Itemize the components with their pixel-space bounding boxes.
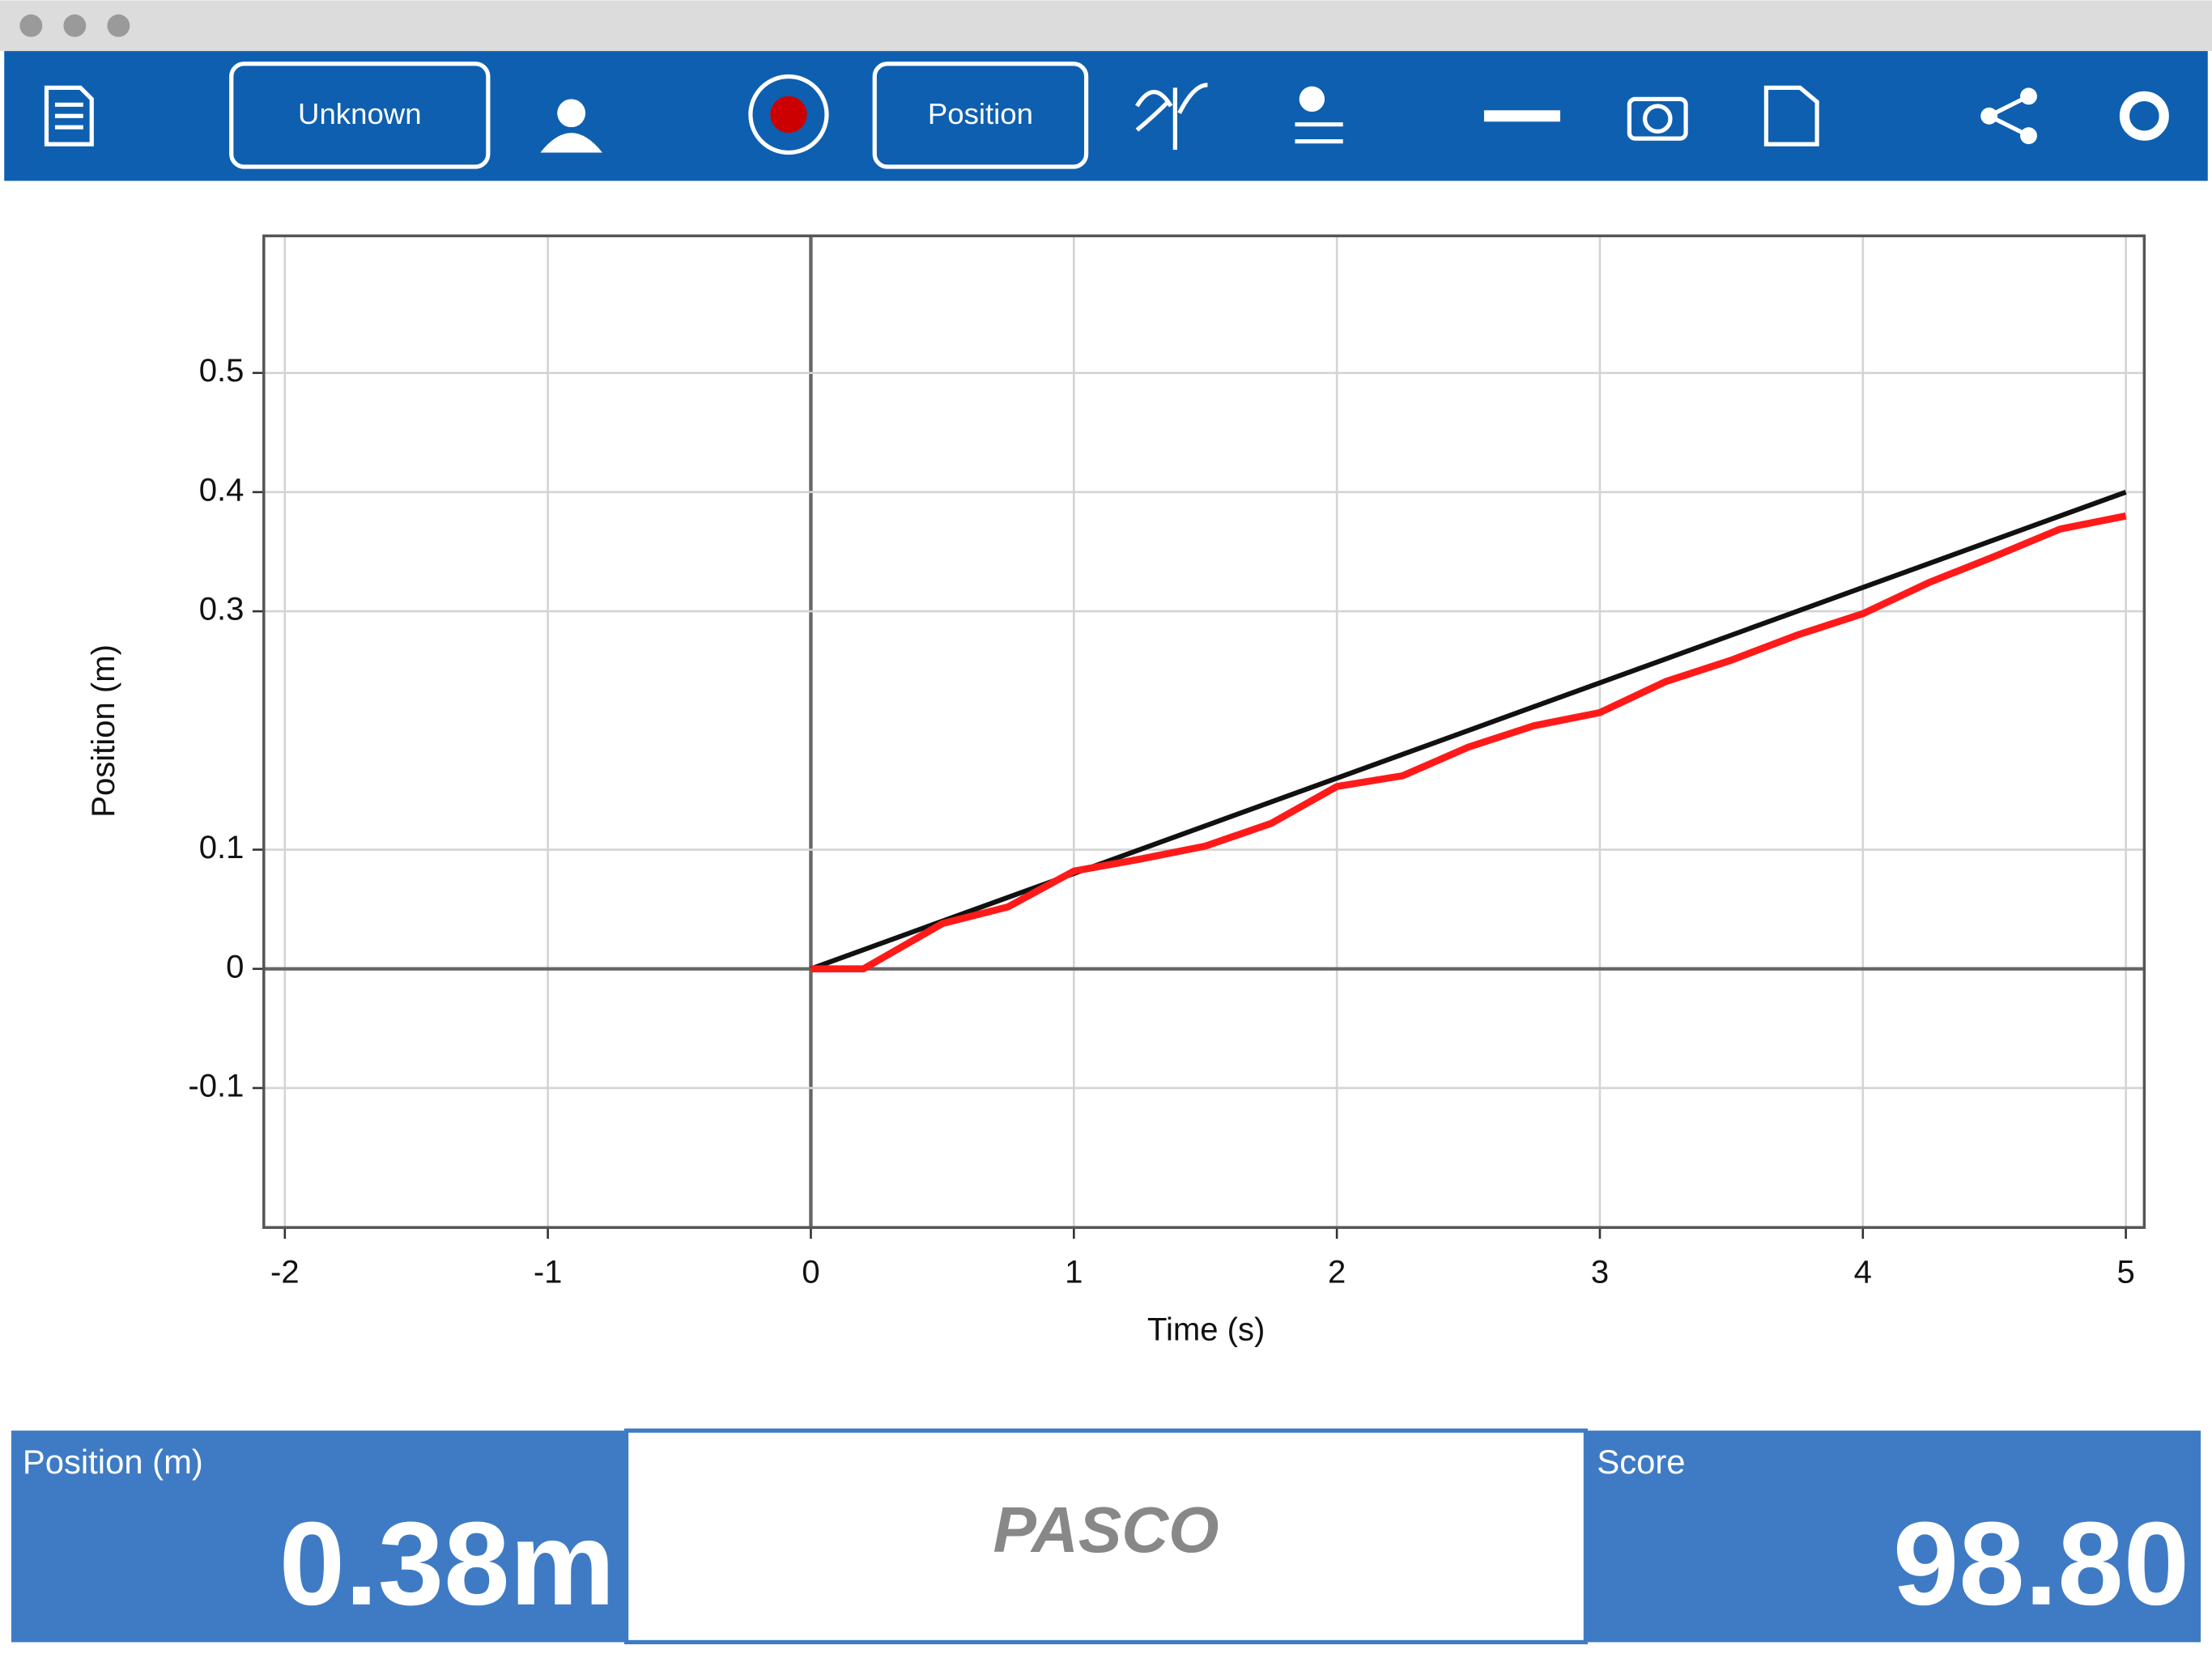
plot-frame [262,234,2146,1229]
share-node [2020,127,2037,145]
x-tick-label: 0 [802,1254,819,1290]
y-tick-label: 0.3 [199,592,245,627]
y-tick-label: -0.1 [188,1069,244,1104]
data-line [810,490,2127,971]
y-tick-label: 0.5 [199,353,245,389]
star-icon [1299,86,1325,113]
x-tick-label: 3 [1591,1254,1609,1290]
logo: PASCO [993,1493,1219,1566]
camera-lens [1642,104,1673,134]
measurement-label: Position [928,97,1033,130]
y-tick-label: 0 [226,949,244,984]
curve-fit-icon[interactable] [1135,83,1208,151]
ranking-icon[interactable] [1295,122,1343,144]
record-ring[interactable] [748,74,829,155]
plot-area [263,236,2145,1228]
journal-icon[interactable] [44,85,94,147]
window-zoom[interactable] [107,14,130,37]
score-display [1585,1431,2201,1643]
x-tick-label: 2 [1328,1254,1346,1290]
run-label: Unknown [298,97,421,130]
display-value: 0.38m [279,1499,615,1630]
add-user-head [557,99,586,128]
x-axis-label: Time (s) [1147,1312,1265,1348]
record-dot[interactable] [770,96,807,134]
x-tick-label: 5 [2116,1254,2134,1290]
run-button[interactable] [229,62,491,169]
data-line [810,512,2127,973]
y-tick-label: 0.1 [199,830,245,865]
display-value: 98.80 [1893,1499,2189,1630]
measurement-button[interactable] [872,62,1089,169]
y-tick-label: 0.4 [199,472,245,508]
logo-panel [623,1428,1589,1645]
add-user-body [540,133,602,153]
x-tick-label: -1 [534,1254,563,1290]
toolbar [4,51,2208,181]
position-display [11,1431,627,1643]
y-axis-label: Position (m) [86,644,121,818]
share-node [1980,107,1998,125]
x-tick-label: -2 [270,1254,300,1290]
display-label: Score [1597,1443,1685,1481]
window-minimize[interactable] [63,14,87,37]
title-bar [0,0,2212,52]
display-label: Position (m) [23,1443,203,1481]
settings-icon[interactable] [2119,91,2169,141]
x-tick-label: 1 [1065,1254,1083,1290]
share-node [2020,87,2037,105]
x-tick-label: 4 [1854,1254,1872,1290]
toolbar-fills [540,86,2037,153]
graph: -2 -1 0 1 2 3 4 5 -0.1 0 0.1 0.3 0.4 0.5 [188,234,2146,1290]
window-close[interactable] [19,14,43,37]
toolbar-icons [44,62,2169,169]
snapshot-icon[interactable] [1763,85,1819,147]
camera-icon[interactable] [1627,96,1688,141]
